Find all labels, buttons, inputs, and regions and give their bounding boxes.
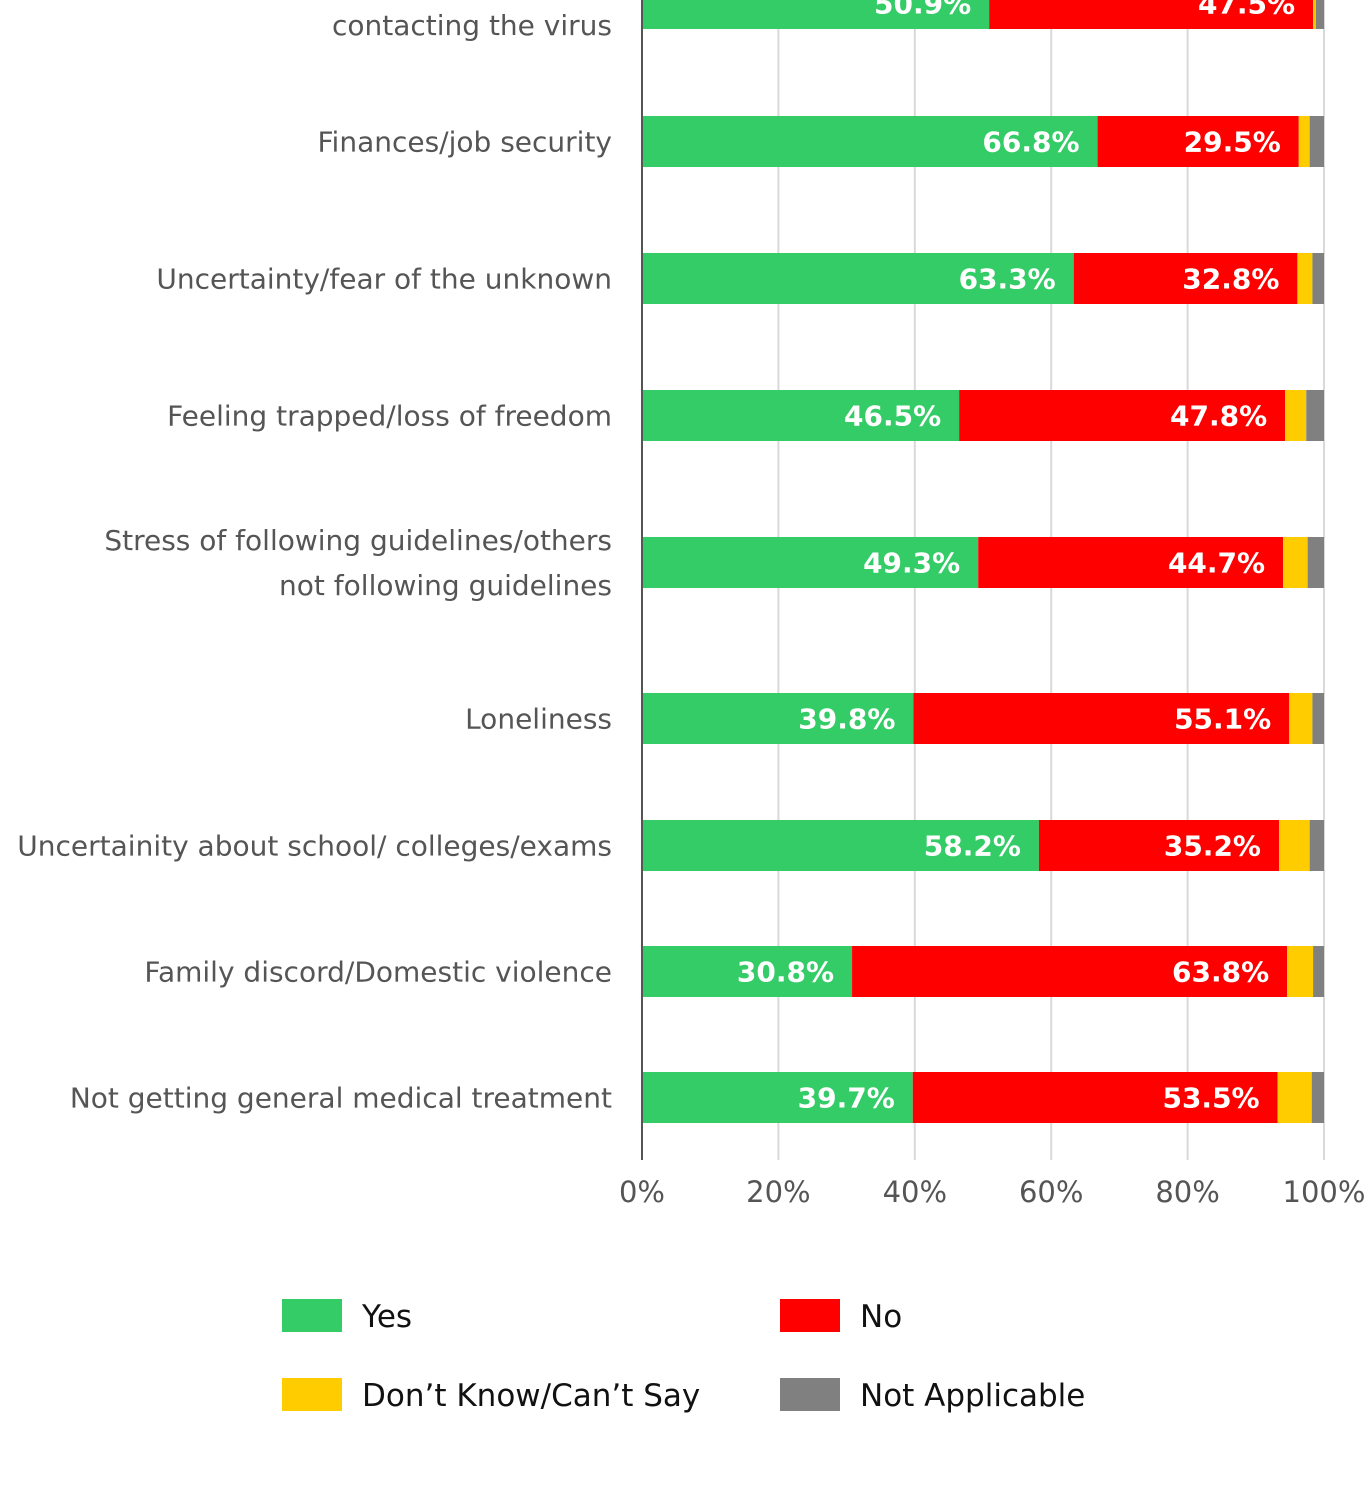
bar-segment-don-t-know-can-t-say xyxy=(1297,253,1313,304)
bar-segment-don-t-know-can-t-say xyxy=(1277,1072,1312,1123)
bar-segment-no xyxy=(978,537,1284,588)
bar-segment-no xyxy=(1097,116,1299,167)
bar-segment-don-t-know-can-t-say xyxy=(1287,946,1314,997)
category-label: not following guidelines xyxy=(279,569,612,602)
bar-segment-no xyxy=(1073,253,1298,304)
bar-segment-not-applicable xyxy=(1309,116,1324,167)
bar-segment-not-applicable xyxy=(1309,820,1324,871)
bar-segment-no xyxy=(913,693,1290,744)
data-label: 47.5% xyxy=(1198,0,1295,21)
data-label: 58.2% xyxy=(924,830,1021,863)
bar-segment-yes xyxy=(642,537,979,588)
legend-label: Yes xyxy=(361,1299,412,1335)
bar-segment-not-applicable xyxy=(1315,0,1324,29)
legend-label: Don’t Know/Can’t Say xyxy=(362,1378,700,1414)
category-label: Feeling trapped/loss of freedom xyxy=(167,400,612,433)
category-label: Finances/job security xyxy=(317,126,612,159)
data-label: 49.3% xyxy=(863,547,960,580)
data-label: 66.8% xyxy=(982,126,1079,159)
bar-segment-not-applicable xyxy=(1306,390,1324,441)
bar-segment-not-applicable xyxy=(1313,946,1324,997)
category-label: contacting the virus xyxy=(332,9,612,42)
category-label: Family discord/Domestic violence xyxy=(144,956,612,989)
bar-segment-don-t-know-can-t-say xyxy=(1283,537,1308,588)
bar-segment-yes xyxy=(642,390,960,441)
bar-segment-no xyxy=(912,1072,1278,1123)
data-label: 44.7% xyxy=(1168,547,1265,580)
bar-segment-yes xyxy=(642,0,990,29)
bar-segment-no xyxy=(1038,820,1279,871)
legend-label: Not Applicable xyxy=(860,1378,1085,1414)
data-label: 32.8% xyxy=(1182,263,1279,296)
bar-segment-yes xyxy=(642,1072,913,1123)
data-label: 29.5% xyxy=(1184,126,1281,159)
bar-segment-yes xyxy=(642,693,914,744)
bar-segment-not-applicable xyxy=(1312,253,1324,304)
data-label: 53.5% xyxy=(1162,1082,1259,1115)
x-tick-label: 100% xyxy=(1283,1175,1364,1209)
x-tick-label: 40% xyxy=(883,1175,947,1209)
data-label: 39.8% xyxy=(798,703,895,736)
category-label: Stress of following guidelines/others xyxy=(104,524,612,557)
bar-segment-no xyxy=(989,0,1314,29)
data-label: 30.8% xyxy=(737,956,834,989)
bar-segment-don-t-know-can-t-say xyxy=(1313,0,1316,29)
bar-segment-don-t-know-can-t-say xyxy=(1278,820,1310,871)
bar-segment-no xyxy=(852,946,1288,997)
legend-label: No xyxy=(860,1299,902,1335)
data-label: 35.2% xyxy=(1164,830,1261,863)
category-label: Loneliness xyxy=(465,703,612,736)
category-label: Uncertainty/fear of the unknown xyxy=(156,263,612,296)
x-tick-label: 60% xyxy=(1019,1175,1083,1209)
bar-segment-no xyxy=(959,390,1286,441)
category-label: Uncertainity about school/ colleges/exam… xyxy=(17,830,612,863)
bar-segment-yes xyxy=(642,253,1074,304)
data-label: 63.8% xyxy=(1172,956,1269,989)
legend-swatch xyxy=(282,1378,342,1411)
bar-segment-not-applicable xyxy=(1312,693,1324,744)
data-label: 63.3% xyxy=(959,263,1056,296)
data-label: 39.7% xyxy=(798,1082,895,1115)
bar-segment-not-applicable xyxy=(1307,537,1324,588)
bar-segment-not-applicable xyxy=(1311,1072,1324,1123)
bar-segment-don-t-know-can-t-say xyxy=(1298,116,1310,167)
bar-segment-don-t-know-can-t-say xyxy=(1285,390,1307,441)
bar-segment-don-t-know-can-t-say xyxy=(1289,693,1313,744)
data-label: 47.8% xyxy=(1170,400,1267,433)
data-label: 46.5% xyxy=(844,400,941,433)
bar-segment-yes xyxy=(642,116,1098,167)
category-label: Not getting general medical treatment xyxy=(70,1082,612,1115)
data-label: 55.1% xyxy=(1174,703,1271,736)
x-tick-label: 20% xyxy=(746,1175,810,1209)
x-tick-label: 0% xyxy=(619,1175,665,1209)
legend-swatch xyxy=(780,1299,840,1332)
data-label: 50.9% xyxy=(874,0,971,21)
x-tick-label: 80% xyxy=(1155,1175,1219,1209)
bar-segment-yes xyxy=(642,946,853,997)
legend-swatch xyxy=(282,1299,342,1332)
legend-swatch xyxy=(780,1378,840,1411)
bar-segment-yes xyxy=(642,820,1039,871)
